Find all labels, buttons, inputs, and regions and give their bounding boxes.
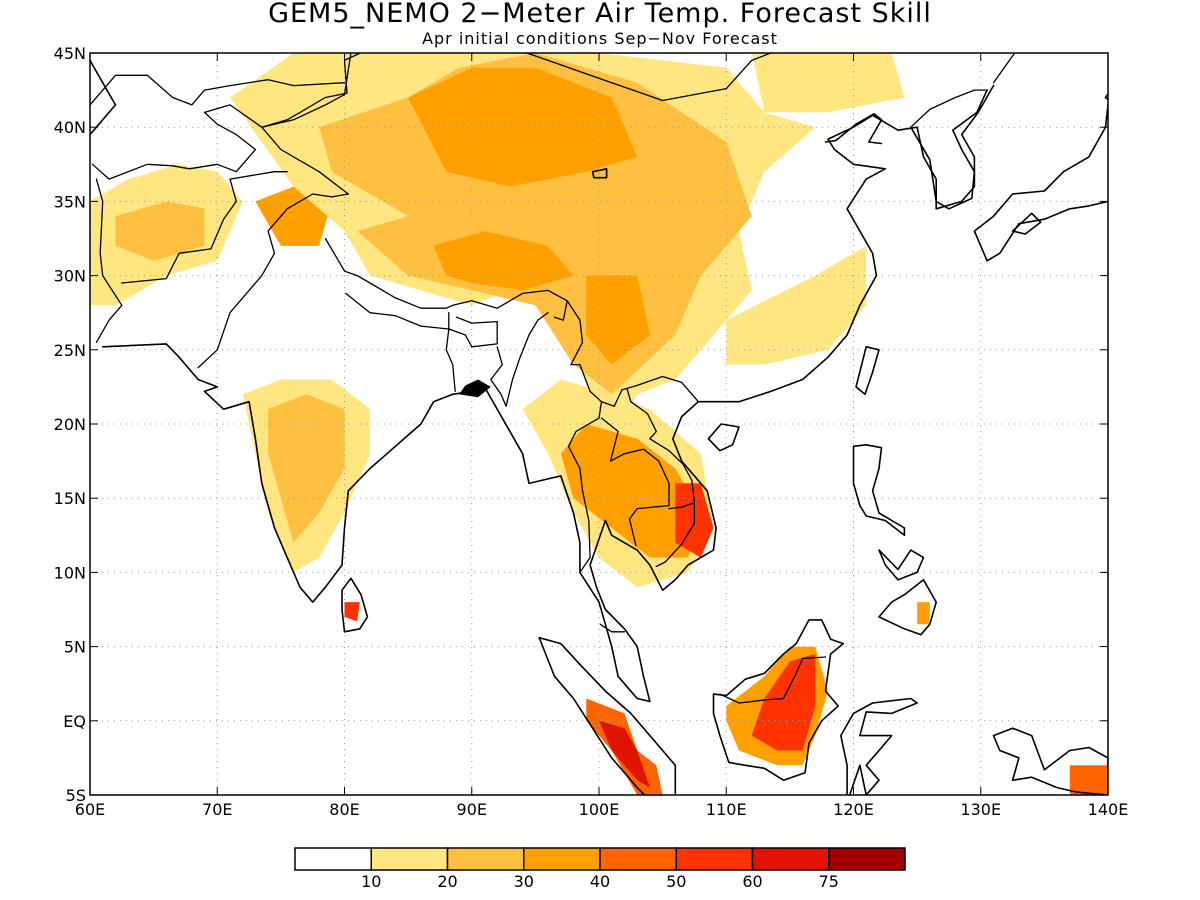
colorbar-label: 30 — [514, 872, 534, 891]
colorbar-segment — [751, 847, 830, 871]
coastline-lakes-qinghai — [591, 168, 608, 179]
lon-tick-label: 140E — [1088, 800, 1129, 819]
coastline-luzon-coast — [852, 444, 906, 537]
border-laos-vietnam — [626, 387, 696, 568]
colorbar-label: 20 — [437, 872, 457, 891]
skill-region-afghanistan — [115, 201, 205, 261]
colorbar-segment — [294, 847, 372, 871]
coastline-borneo-coast — [712, 619, 845, 781]
coastline-mindanao-coast — [878, 579, 937, 636]
skill-region-new-guinea — [1069, 765, 1108, 795]
border-afghanistan-pakistan — [121, 171, 288, 284]
colorbar-label: 75 — [819, 872, 839, 891]
skill-region-borneo-core — [751, 654, 816, 751]
lat-tick-label: 5N — [64, 638, 86, 657]
lon-tick-label: 110E — [706, 800, 747, 819]
border-china-mongolia — [524, 53, 773, 102]
border-turkmenistan-uzbek — [91, 53, 355, 180]
skill-shading-layer — [90, 53, 1108, 795]
lon-tick-label: 130E — [960, 800, 1001, 819]
lon-tick-label: 90E — [457, 800, 487, 819]
colorbar-segment — [523, 847, 601, 871]
lon-tick-label: 100E — [579, 800, 620, 819]
skill-region-east-china — [726, 245, 867, 365]
colorbar-segment — [599, 847, 677, 871]
border-bhutan-bangladesh — [445, 316, 498, 393]
coastline-visayas-coast — [878, 549, 925, 581]
skill-region-indochina-core — [560, 424, 701, 558]
coastline-korea-coast-close — [910, 89, 988, 210]
coastline-sulawesi-coast — [840, 697, 918, 795]
colorbar-segment — [828, 847, 906, 871]
lat-tick-label: 35N — [54, 192, 86, 211]
coastline-kyushu-shikoku — [1011, 212, 1042, 235]
colorbar-segment — [446, 847, 525, 871]
border-layer — [90, 53, 1016, 704]
border-china-kazakh — [261, 53, 362, 195]
lat-tick-label: 25N — [54, 341, 86, 360]
grid-lines — [90, 53, 1108, 795]
colorbar-segment — [675, 847, 754, 871]
colorbar-label: 40 — [590, 872, 610, 891]
plot-area — [90, 31, 1108, 795]
skill-region-sri-lanka — [344, 602, 360, 622]
lat-tick-label: 20N — [54, 415, 86, 434]
skill-region-mongolia-north — [751, 53, 905, 113]
border-iran-afghanistan — [95, 178, 123, 344]
map-title: GEM5_NEMO 2−Meter Air Temp. Forecast Ski… — [268, 0, 932, 29]
lat-tick-label: EQ — [63, 712, 86, 731]
coastline-india-coast — [101, 84, 995, 703]
coastline-hokkaido-coast — [1104, 92, 1108, 101]
skill-region-sumatra-core — [599, 720, 650, 788]
coastline-bohai-coast — [824, 113, 883, 145]
coastline-balkhash — [262, 31, 326, 47]
ganges-delta — [459, 379, 491, 398]
border-pakistan-india — [197, 193, 349, 369]
lon-tick-label: 120E — [833, 800, 874, 819]
skill-region-india-center — [268, 394, 345, 543]
colorbar-label: 10 — [361, 872, 381, 891]
border-malaysia-thai — [599, 623, 626, 633]
lon-tick-label: 80E — [329, 800, 359, 819]
colorbar-label: 60 — [742, 872, 762, 891]
border-myanmar-thailand — [567, 401, 603, 574]
lat-tick-label: 15N — [54, 489, 86, 508]
skill-region-yunnan — [586, 275, 650, 365]
coastline-sri-lanka-coast — [341, 577, 369, 633]
coastline-layer — [90, 31, 1108, 795]
border-bangladesh-myanmar — [490, 312, 549, 407]
lat-tick-label: 45N — [54, 44, 86, 63]
lat-tick-label: 40N — [54, 118, 86, 137]
coastline-taiwan-coast — [855, 346, 880, 396]
lat-tick-label: 10N — [54, 563, 86, 582]
coastline-new-guinea-coast — [992, 727, 1108, 795]
border-nepal-india — [345, 292, 450, 330]
border-kazakh-uzbek — [90, 74, 346, 106]
coastline-caspian-coast — [90, 59, 117, 136]
latitude-ticks: 45N 40N 35N 30N 25N 20N 15N 10N 5N EQ 5S — [54, 44, 1108, 805]
border-cambodia-laos — [668, 502, 696, 510]
longitude-ticks: 60E 70E 80E 90E 100E 110E 120E 130E 140E — [75, 53, 1129, 819]
lat-tick-label: 5S — [66, 786, 86, 805]
lat-tick-label: 30N — [54, 267, 86, 286]
coastline-japan-coast — [973, 104, 1108, 262]
colorbar-label: 50 — [666, 872, 686, 891]
colorbar-segment — [370, 847, 449, 871]
border-laos-thailand — [600, 417, 670, 547]
coastline-sumatra-coast — [538, 636, 677, 795]
skill-region-philippines-mindanao — [917, 602, 930, 625]
border-china-korea — [910, 89, 988, 128]
lon-tick-label: 70E — [202, 800, 232, 819]
border-borneo-border — [719, 656, 827, 704]
coastline-hainan-coast — [707, 423, 740, 452]
lon-tick-label: 60E — [75, 800, 105, 819]
border-india-china-nepal — [324, 237, 568, 321]
map-subtitle: Apr initial conditions Sep−Nov Forecast — [422, 29, 778, 48]
colorbar: 10 20 30 40 50 60 75 — [294, 847, 906, 891]
